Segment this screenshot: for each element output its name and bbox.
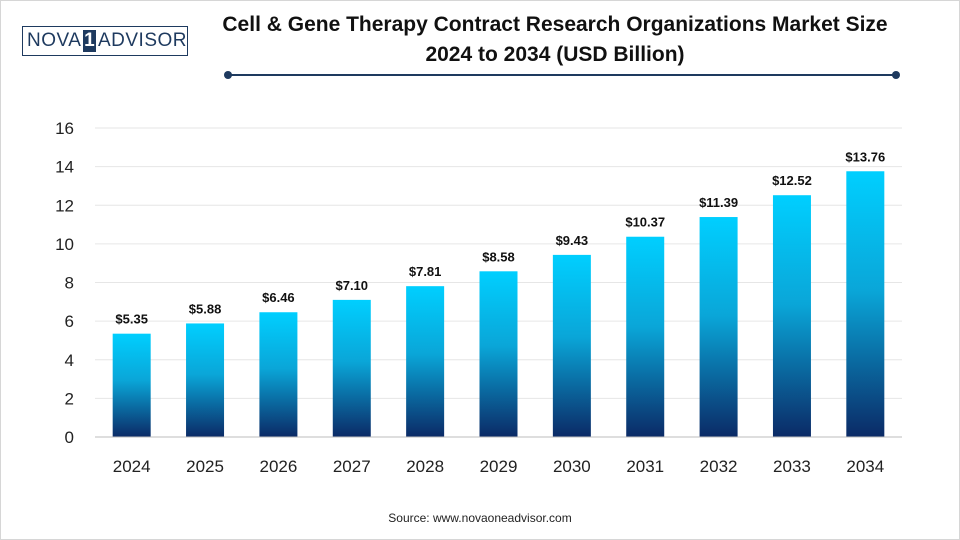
x-tick-label-2034: 2034 [846, 457, 884, 476]
title-underline [228, 74, 896, 76]
y-tick-label: 14 [55, 158, 74, 177]
bar-2024 [112, 333, 151, 437]
bar-2033 [772, 195, 811, 437]
x-tick-label-2028: 2028 [406, 457, 444, 476]
data-label-2027: $7.10 [335, 278, 368, 293]
y-tick-label: 6 [65, 312, 74, 331]
y-tick-label: 12 [55, 196, 74, 215]
y-tick-label: 16 [55, 119, 74, 138]
x-tick-label-2029: 2029 [480, 457, 518, 476]
data-label-2028: $7.81 [409, 264, 442, 279]
chart-title-line2: 2024 to 2034 (USD Billion) [425, 43, 685, 66]
logo-one-mark: 1 [83, 30, 96, 52]
x-tick-label-2030: 2030 [553, 457, 591, 476]
x-axis-ticks: 2024 2025 2026 2027 2028 2029 2030 2031 2032 2033… [113, 457, 884, 476]
y-axis-ticks: 0 2 4 6 8 10 12 14 16 [55, 119, 74, 447]
data-label-2025: $5.88 [189, 301, 222, 316]
x-tick-label-2027: 2027 [333, 457, 371, 476]
data-label-2032: $11.39 [699, 195, 738, 210]
source-note: Source: www.novaoneadvisor.com [388, 511, 572, 525]
data-labels: $5.35 $5.88 $6.46 $7.10 $7.81 $8.58 $9.43 $10.3… [115, 149, 885, 326]
logo-advisor-text: ADVISOR [97, 30, 187, 51]
y-tick-label: 8 [65, 274, 74, 293]
data-label-2026: $6.46 [262, 290, 295, 305]
bar-2025 [186, 323, 225, 437]
x-tick-label-2031: 2031 [626, 457, 664, 476]
bar-2026 [259, 312, 298, 437]
title-underline-left-dot [224, 71, 232, 79]
y-tick-label: 2 [65, 389, 74, 408]
bar-2029 [479, 271, 518, 437]
data-label-2024: $5.35 [115, 312, 148, 327]
bar-2028 [406, 286, 445, 437]
x-tick-label-2024: 2024 [113, 457, 151, 476]
logo-nova-text: NOVA [27, 30, 82, 51]
bar-2032 [699, 217, 738, 437]
bar-2027 [332, 299, 371, 437]
brand-logo: NOVA 1 ADVISOR [22, 26, 188, 56]
y-tick-label: 0 [65, 428, 74, 447]
bar-2030 [552, 254, 591, 437]
grid-lines [95, 127, 902, 438]
bar-2031 [626, 236, 665, 437]
x-tick-label-2025: 2025 [186, 457, 224, 476]
data-label-2031: $10.37 [625, 215, 665, 230]
y-tick-label: 4 [65, 351, 74, 370]
data-label-2033: $12.52 [772, 173, 812, 188]
data-label-2030: $9.43 [556, 233, 589, 248]
x-tick-label-2026: 2026 [259, 457, 297, 476]
y-tick-label: 10 [55, 235, 74, 254]
x-tick-label-2032: 2032 [700, 457, 738, 476]
data-label-2029: $8.58 [482, 249, 515, 264]
chart-title-line1: Cell & Gene Therapy Contract Research Or… [222, 13, 888, 36]
x-tick-label-2033: 2033 [773, 457, 811, 476]
title-underline-right-dot [892, 71, 900, 79]
data-label-2034: $13.76 [845, 149, 885, 164]
bars [112, 171, 885, 437]
chart-title: Cell & Gene Therapy Contract Research Or… [200, 10, 910, 70]
bar-2034 [846, 171, 885, 437]
